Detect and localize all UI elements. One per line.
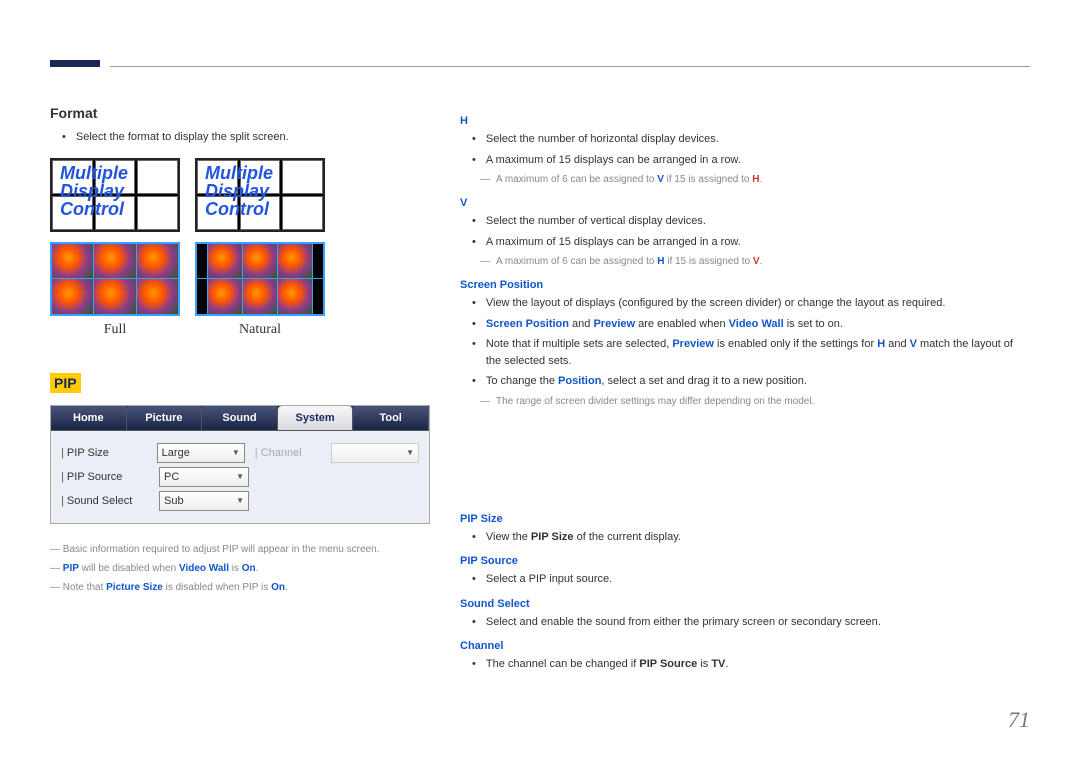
v-note: A maximum of 6 can be assigned to H if 1…: [480, 254, 1030, 269]
chevron-down-icon: ▼: [236, 496, 244, 505]
footnote-1: Basic information required to adjust PIP…: [50, 544, 430, 555]
pip-body: PIP Size Large ▼ Channel ▼ PIP Source PC ▼…: [51, 431, 429, 523]
tab-picture[interactable]: Picture: [127, 406, 203, 430]
mdc-grid-natural: Multiple Display Control: [195, 158, 325, 232]
h-bullet-1: Select the number of horizontal display …: [472, 131, 1030, 148]
soundsel-heading: Sound Select: [460, 598, 1030, 610]
pip-size-value: Large: [162, 447, 190, 459]
header-accent-bar: [50, 60, 100, 67]
h-note: A maximum of 6 can be assigned to V if 1…: [480, 172, 1030, 187]
tab-system[interactable]: System: [278, 406, 354, 430]
mdc-overlay-text-full: Multiple Display Control: [60, 164, 128, 218]
pip-sound-label: Sound Select: [61, 495, 159, 507]
sp-heading: Screen Position: [460, 279, 1030, 291]
tab-tool[interactable]: Tool: [353, 406, 429, 430]
pip-source-label: PIP Source: [61, 471, 159, 483]
pip-sound-value: Sub: [164, 495, 184, 507]
pip-size-select[interactable]: Large ▼: [157, 443, 245, 463]
label-full: Full: [50, 322, 180, 338]
h-bullet-2: A maximum of 15 displays can be arranged…: [472, 152, 1030, 169]
pipsize-bullet: View the PIP Size of the current display…: [472, 529, 1030, 546]
page-number: 71: [1008, 707, 1030, 733]
pip-panel: Home Picture Sound System Tool PIP Size …: [50, 405, 430, 524]
format-images-row-2: Full Natural: [50, 242, 430, 338]
chevron-down-icon: ▼: [406, 448, 414, 457]
flower-grid-full: [50, 242, 180, 316]
footnotes: Basic information required to adjust PIP…: [50, 544, 430, 593]
tab-home[interactable]: Home: [51, 406, 127, 430]
sp-bullet-4: To change the Position, select a set and…: [472, 373, 1030, 390]
pip-badge: PIP: [50, 373, 81, 393]
flower-grid-natural: [195, 242, 325, 316]
chevron-down-icon: ▼: [232, 448, 240, 457]
footnote-3: Note that Picture Size is disabled when …: [50, 582, 430, 593]
right-column: H Select the number of horizontal displa…: [460, 105, 1030, 677]
pip-row-size: PIP Size Large ▼ Channel ▼: [61, 443, 419, 463]
pip-source-value: PC: [164, 471, 179, 483]
sp-bullet-1: View the layout of displays (configured …: [472, 295, 1030, 312]
channel-bullet: The channel can be changed if PIP Source…: [472, 656, 1030, 673]
pipsource-heading: PIP Source: [460, 555, 1030, 567]
pip-sound-select[interactable]: Sub ▼: [159, 491, 249, 511]
tab-sound[interactable]: Sound: [202, 406, 278, 430]
left-column: Format Select the format to display the …: [50, 105, 430, 677]
format-bullet: Select the format to display the split s…: [62, 129, 430, 146]
footnote-2: PIP will be disabled when Video Wall is …: [50, 563, 430, 574]
soundsel-bullet: Select and enable the sound from either …: [472, 614, 1030, 631]
sp-bullet-2: Screen Position and Preview are enabled …: [472, 316, 1030, 333]
pipsource-bullet: Select a PIP input source.: [472, 571, 1030, 588]
mdc-overlay-text-natural: Multiple Display Control: [205, 164, 273, 218]
sp-note: The range of screen divider settings may…: [480, 394, 1030, 409]
label-natural: Natural: [195, 322, 325, 338]
pip-row-source: PIP Source PC ▼: [61, 467, 419, 487]
pip-row-sound: Sound Select Sub ▼: [61, 491, 419, 511]
pip-tabs: Home Picture Sound System Tool: [51, 406, 429, 431]
format-images-row-1: Multiple Display Control Multiple Displa…: [50, 158, 430, 232]
format-bullet-text: Select the format to display the split s…: [76, 129, 289, 146]
v-heading: V: [460, 197, 1030, 209]
v-bullet-1: Select the number of vertical display de…: [472, 213, 1030, 230]
h-heading: H: [460, 115, 1030, 127]
format-cell-full: Full: [50, 242, 180, 338]
mdc-grid-full: Multiple Display Control: [50, 158, 180, 232]
chevron-down-icon: ▼: [236, 472, 244, 481]
v-bullet-2: A maximum of 15 displays can be arranged…: [472, 234, 1030, 251]
header-rule: [110, 66, 1030, 67]
pipsize-heading: PIP Size: [460, 513, 1030, 525]
channel-heading: Channel: [460, 640, 1030, 652]
format-cell-natural: Natural: [195, 242, 325, 338]
format-heading: Format: [50, 105, 430, 121]
main-columns: Format Select the format to display the …: [50, 105, 1030, 677]
sp-bullet-3: Note that if multiple sets are selected,…: [472, 336, 1030, 369]
pip-channel-label: Channel: [255, 447, 331, 459]
pip-size-label: PIP Size: [61, 447, 157, 459]
pip-source-select[interactable]: PC ▼: [159, 467, 249, 487]
pip-channel-select: ▼: [331, 443, 419, 463]
